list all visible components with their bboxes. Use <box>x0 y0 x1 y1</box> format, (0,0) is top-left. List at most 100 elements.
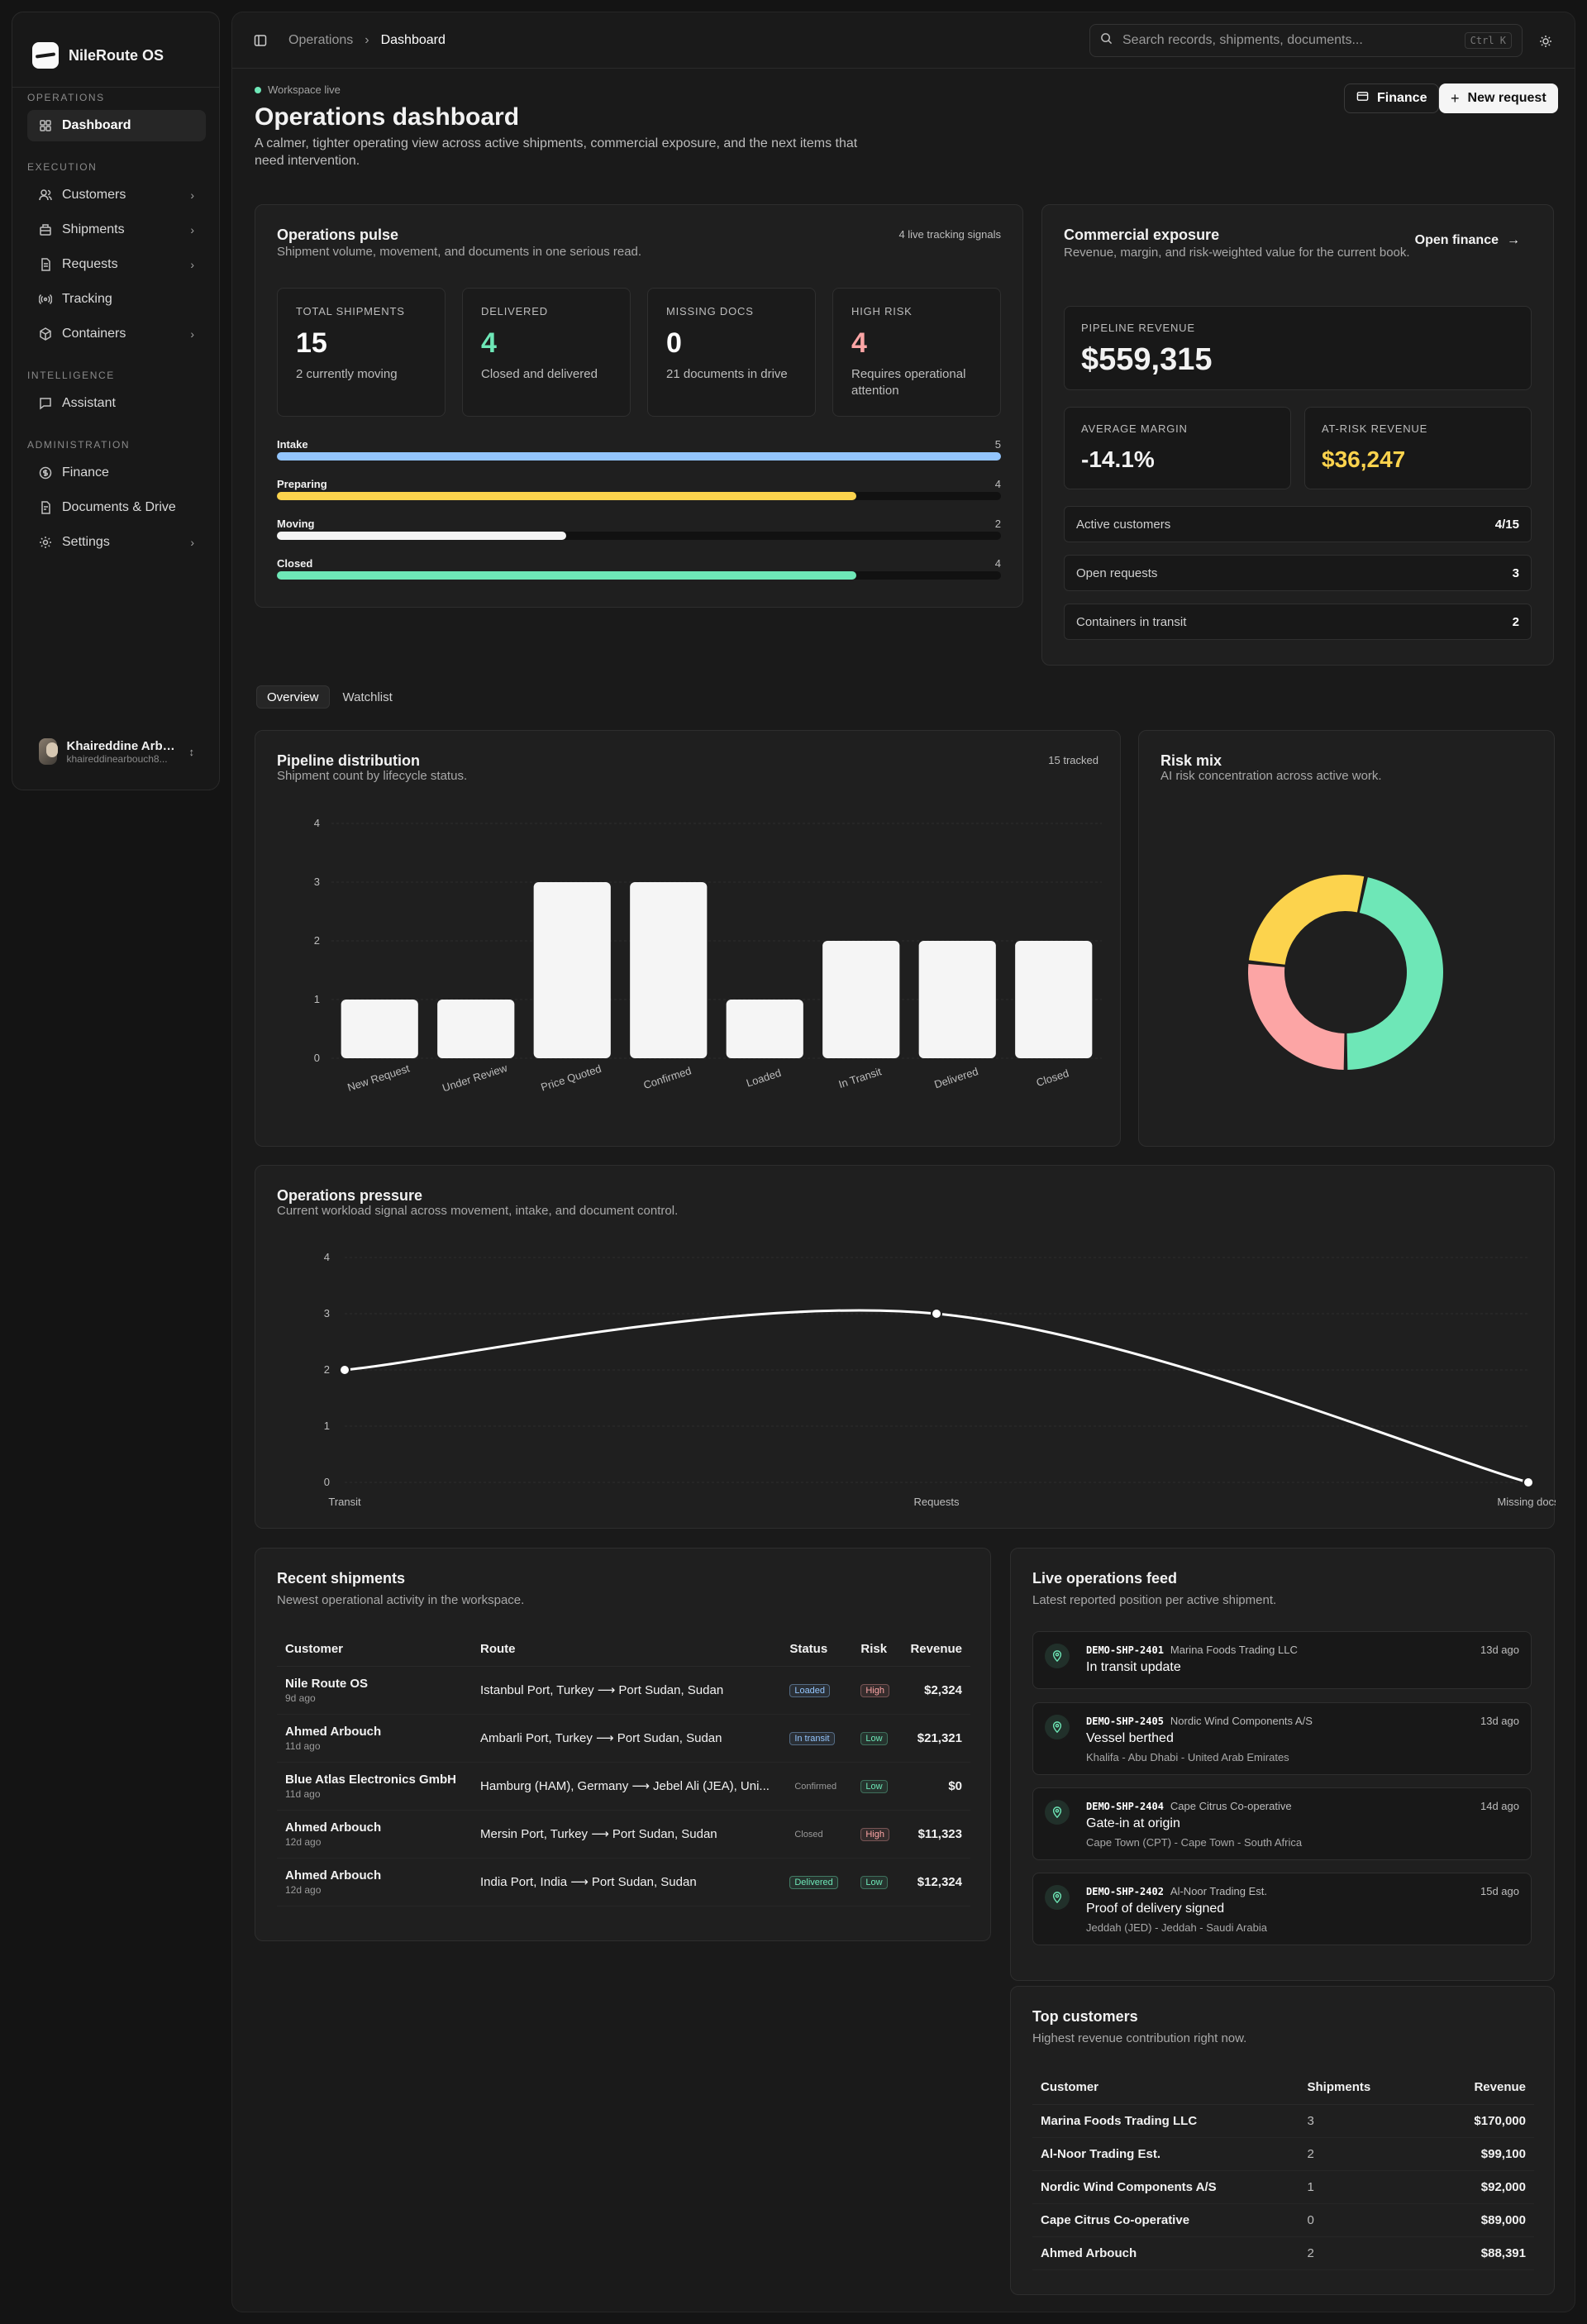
card-subtitle: Highest revenue contribution right now. <box>1032 2031 1247 2045</box>
card-title: Risk mix <box>1160 752 1222 769</box>
sidebar: NileRoute OS Operations Dashboard Execut… <box>12 12 220 790</box>
pipeline-revenue-box: Pipeline revenue $559,315 <box>1064 306 1532 390</box>
tab-overview[interactable]: Overview <box>256 685 330 709</box>
finance-button[interactable]: Finance <box>1344 84 1440 113</box>
customer-name: Blue Atlas Electronics GmbH <box>285 1772 456 1787</box>
sun-icon[interactable] <box>1535 31 1556 52</box>
table-row[interactable]: Marina Foods Trading LLC 3 $170,000 <box>1032 2104 1534 2138</box>
y-tick-label: 4 <box>324 1251 330 1263</box>
status-cell: In transit <box>781 1714 853 1763</box>
table-row[interactable]: Blue Atlas Electronics GmbH 11d ago Hambur… <box>277 1762 970 1811</box>
status-badge: Closed <box>794 1830 823 1840</box>
y-tick-label: 3 <box>324 1307 330 1319</box>
chevron-right-icon: › <box>190 536 194 549</box>
revenue-cell: $21,321 <box>899 1714 970 1763</box>
customer-name: Ahmed Arbouch <box>285 1820 382 1835</box>
open-finance-link[interactable]: Open finance → <box>1415 233 1520 248</box>
main-panel: Operations › Dashboard Search records, s… <box>231 12 1575 2312</box>
time-ago: 14d ago <box>1480 1800 1519 1812</box>
customer-cell: Nile Route OS 9d ago <box>277 1666 473 1715</box>
map-pin-icon <box>1045 1644 1070 1668</box>
sidebar-item-finance[interactable]: Finance <box>27 457 206 489</box>
table-row[interactable]: Cape Citrus Co-operative 0 $89,000 <box>1032 2203 1534 2237</box>
sidebar-group-operations: Operations <box>27 92 105 103</box>
table-row[interactable]: Al-Noor Trading Est. 2 $99,100 <box>1032 2137 1534 2171</box>
kpi-card: Missing docs 0 21 documents in drive <box>647 288 816 417</box>
customer-cell: Nordic Wind Components A/S <box>1032 2170 1299 2204</box>
sidebar-item-requests[interactable]: Requests › <box>27 249 206 280</box>
recent-shipments-card: Recent shipments Newest operational acti… <box>255 1548 991 1941</box>
feed-item[interactable]: DEMO-SHP-2401 Marina Foods Trading LLC 13d… <box>1032 1631 1532 1689</box>
column-header[interactable]: Risk <box>852 1633 900 1667</box>
x-tick-label: Closed <box>1035 1067 1070 1089</box>
card-title: Commercial exposure <box>1064 227 1220 243</box>
table-row[interactable]: Ahmed Arbouch 12d ago Mersin Port, Turkey … <box>277 1810 970 1859</box>
at-risk-revenue-label: At-risk revenue <box>1322 422 1428 435</box>
time-ago: 13d ago <box>1480 1715 1519 1727</box>
column-header[interactable]: Customer <box>1032 2071 1299 2105</box>
sidebar-item-shipments[interactable]: Shipments › <box>27 214 206 246</box>
column-header[interactable]: Customer <box>277 1633 473 1667</box>
feed-item[interactable]: DEMO-SHP-2405 Nordic Wind Components A/S 1… <box>1032 1702 1532 1775</box>
sidebar-item-customers[interactable]: Customers › <box>27 179 206 211</box>
time-ago: 15d ago <box>1480 1885 1519 1897</box>
table-row[interactable]: Ahmed Arbouch 2 $88,391 <box>1032 2236 1534 2270</box>
table-row[interactable]: Ahmed Arbouch 11d ago Ambarli Port, Turkey… <box>277 1714 970 1763</box>
table-row[interactable]: Nile Route OS 9d ago Istanbul Port, Turkey… <box>277 1666 970 1715</box>
table-row[interactable]: Nordic Wind Components A/S 1 $92,000 <box>1032 2170 1534 2204</box>
route-text: India Port, India ⟶ Port Sudan, Sudan <box>480 1875 697 1889</box>
commercial-exposure-card: Commercial exposure Revenue, margin, and… <box>1041 204 1554 666</box>
column-header[interactable]: Status <box>781 1633 853 1667</box>
risk-badge: Low <box>860 1732 888 1745</box>
sidebar-item-dashboard[interactable]: Dashboard <box>27 110 206 141</box>
shipment-id: DEMO-SHP-2405 Nordic Wind Components A/S <box>1086 1715 1313 1727</box>
status-cell: Closed <box>781 1810 853 1859</box>
tab-watchlist[interactable]: Watchlist <box>342 690 393 704</box>
row-value: 4/15 <box>1494 517 1519 532</box>
route-text: Hamburg (HAM), Germany ⟶ Jebel Ali (JEA)… <box>480 1779 770 1793</box>
sidebar-item-containers[interactable]: Containers › <box>27 318 206 350</box>
chevron-right-icon: › <box>190 223 194 236</box>
kpi-label: Delivered <box>481 305 548 317</box>
progress-fill <box>277 452 1001 461</box>
sidebar-item-documents[interactable]: Documents & Drive <box>27 492 206 523</box>
kpi-value: 4 <box>851 327 867 359</box>
feed-item[interactable]: DEMO-SHP-2402 Al-Noor Trading Est. 15d ago… <box>1032 1873 1532 1945</box>
column-header[interactable]: Route <box>472 1633 782 1667</box>
average-margin-label: Average margin <box>1081 422 1188 435</box>
package-icon <box>39 327 52 341</box>
route-text: Mersin Port, Turkey ⟶ Port Sudan, Sudan <box>480 1827 717 1841</box>
data-point <box>1523 1477 1534 1488</box>
box-icon <box>39 223 52 236</box>
shipments-cell: 1 <box>1299 2170 1440 2204</box>
column-header[interactable]: Revenue <box>1439 2071 1534 2105</box>
chevron-right-icon: › <box>190 258 194 271</box>
card-subtitle: Current workload signal across movement,… <box>277 1204 679 1218</box>
feed-item[interactable]: DEMO-SHP-2404 Cape Citrus Co-operative 14d… <box>1032 1787 1532 1860</box>
sidebar-item-tracking[interactable]: Tracking <box>27 284 206 315</box>
sidebar-toggle-icon[interactable] <box>249 29 272 52</box>
x-tick-label: Loaded <box>745 1067 783 1090</box>
kpi-value: 4 <box>481 327 497 359</box>
column-header[interactable]: Shipments <box>1299 2071 1440 2105</box>
y-tick-label: 2 <box>314 934 320 947</box>
table-row[interactable]: Ahmed Arbouch 12d ago India Port, India ⟶ … <box>277 1858 970 1906</box>
search-input[interactable]: Search records, shipments, documents... … <box>1089 24 1523 57</box>
x-tick-label: Under Review <box>441 1062 509 1095</box>
sidebar-divider <box>12 87 219 88</box>
data-point <box>931 1308 942 1319</box>
sidebar-item-settings[interactable]: Settings › <box>27 527 206 558</box>
pie-slice <box>1346 877 1443 1070</box>
sidebar-item-label: Settings <box>62 535 110 549</box>
progress-track <box>277 532 1001 540</box>
card-tag: 15 tracked <box>1048 754 1099 766</box>
brand[interactable]: NileRoute OS <box>32 31 164 80</box>
breadcrumb-separator-icon: › <box>365 32 369 47</box>
column-header[interactable]: Revenue <box>899 1633 970 1667</box>
breadcrumb-operations[interactable]: Operations <box>288 32 354 47</box>
user-menu[interactable]: Khaireddine Arbouch khaireddinearbouch8.… <box>27 728 206 775</box>
sidebar-item-assistant[interactable]: Assistant <box>27 388 206 419</box>
sidebar-group-intelligence: Intelligence <box>27 370 115 381</box>
progress-label: Moving <box>277 518 315 530</box>
new-request-button[interactable]: + New request <box>1439 84 1558 113</box>
